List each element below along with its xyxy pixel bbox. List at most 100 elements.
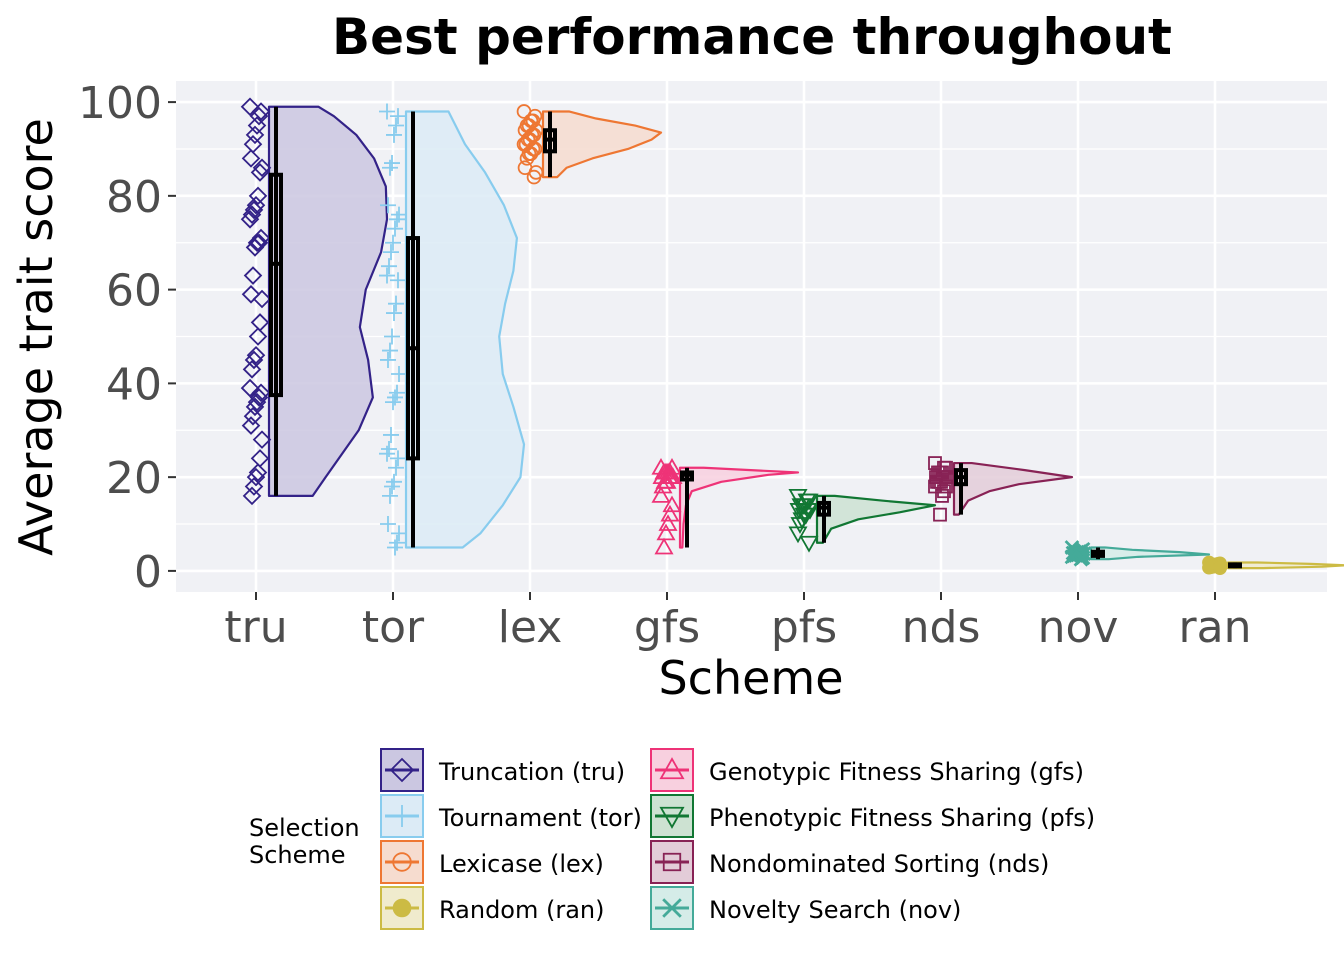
legend-entry-ran: Random (ran): [380, 886, 605, 930]
marker-diamond: [242, 360, 262, 379]
data-point: [790, 517, 810, 534]
data-point: [386, 305, 402, 322]
data-point: [243, 406, 263, 426]
data-point: [384, 478, 400, 495]
legend-label-tru: Truncation (tru): [438, 758, 625, 786]
data-point: [244, 477, 264, 496]
marker-diamond: [240, 210, 260, 229]
marker-diamond: [251, 383, 271, 403]
marker-diamond: [248, 463, 268, 482]
marker-diamond: [244, 200, 264, 220]
data-point: [931, 465, 945, 480]
marker-plus: [391, 805, 413, 827]
marker-square-open: [935, 488, 949, 503]
marker-plus: [391, 366, 407, 383]
data-point: [391, 366, 407, 383]
marker-diamond: [249, 106, 269, 126]
legend-entry-nov: Novelty Search (nov): [650, 886, 961, 930]
data-point: [928, 479, 942, 494]
marker-plus: [384, 478, 400, 495]
y-axis-title: Average trait score: [9, 118, 63, 556]
marker-diamond: [241, 285, 261, 304]
legend-key-marker: [662, 852, 682, 872]
marker-plus: [382, 487, 398, 504]
data-point: [382, 159, 398, 176]
data-point: [788, 526, 808, 544]
series-gfs: [651, 457, 800, 555]
data-point: [526, 169, 542, 185]
data-point: [244, 350, 264, 370]
marker-diamond: [243, 406, 263, 426]
legend-entry-tru: Truncation (tru): [380, 748, 625, 792]
data-point: [252, 289, 272, 309]
data-point: [937, 484, 951, 499]
data-point: [242, 360, 262, 379]
series-ran: [1202, 555, 1344, 575]
marker-diamond: [246, 467, 266, 487]
violin-tor: [404, 110, 526, 549]
violin-lex: [541, 110, 663, 179]
data-point: [385, 234, 401, 251]
series-tor: [379, 103, 526, 556]
marker-diamond: [247, 233, 267, 253]
data-point: [245, 125, 265, 145]
marker-square-open: [937, 484, 951, 499]
marker-square-open: [930, 474, 944, 489]
marker-diamond: [248, 327, 268, 346]
x-tick-label: nds: [902, 602, 981, 653]
legend-key-marker: [391, 805, 413, 827]
marker-plus: [383, 426, 399, 443]
legend-entry-nds: Nondominated Sorting (nds): [650, 840, 1049, 884]
marker-circle-open: [526, 169, 542, 185]
boxplot-box: [269, 172, 283, 398]
data-point: [390, 108, 406, 125]
data-point: [240, 210, 260, 229]
data-point: [387, 539, 403, 556]
marker-plus: [379, 445, 395, 462]
data-point: [241, 149, 261, 168]
marker-triangle: [659, 757, 685, 780]
legend-entries: Truncation (tru) Tournament (tor) Lexicase…: [380, 748, 1095, 930]
data-point: [245, 397, 265, 417]
marker-diamond: [241, 149, 261, 168]
data-point: [382, 342, 398, 359]
legend-entry-pfs: Phenotypic Fitness Sharing (pfs): [650, 794, 1095, 838]
marker-diamond: [252, 430, 272, 449]
legend-title-line-2: Scheme: [249, 841, 346, 869]
marker-diamond: [247, 392, 267, 412]
data-point: [384, 328, 400, 345]
marker-plus: [390, 108, 406, 125]
marker-plus: [390, 272, 406, 289]
marker-plus: [381, 258, 397, 275]
data-point: [241, 416, 261, 435]
x-axis-title: Scheme: [658, 651, 843, 705]
legend-entry-lex: Lexicase (lex): [380, 840, 604, 884]
data-point: [383, 244, 399, 261]
marker-x: [662, 898, 682, 918]
data-point: [242, 205, 262, 224]
marker-circle-open: [392, 852, 412, 872]
marker-plus: [384, 328, 400, 345]
data-point: [247, 116, 267, 135]
marker-x: [1073, 551, 1089, 567]
data-point: [388, 459, 404, 476]
data-point: [241, 285, 261, 304]
violin-nov: [1089, 546, 1211, 561]
legend-key-marker: [659, 806, 685, 829]
data-point: [933, 507, 947, 522]
chart-title: Best performance throughout: [332, 8, 1172, 66]
marker-diamond: [249, 388, 269, 407]
data-point: [380, 197, 396, 214]
marker-plus: [390, 450, 406, 467]
legend-label-gfs: Genotypic Fitness Sharing (gfs): [709, 758, 1084, 786]
marker-triangle: [654, 537, 674, 555]
x-tick-label: tru: [224, 602, 287, 653]
marker-square-open: [931, 465, 945, 480]
data-point: [1073, 551, 1089, 567]
data-point: [244, 200, 264, 220]
data-point: [651, 486, 671, 503]
marker-circle-open: [519, 151, 535, 166]
data-point: [379, 267, 395, 284]
marker-plus: [388, 295, 404, 312]
data-point: [387, 220, 403, 237]
